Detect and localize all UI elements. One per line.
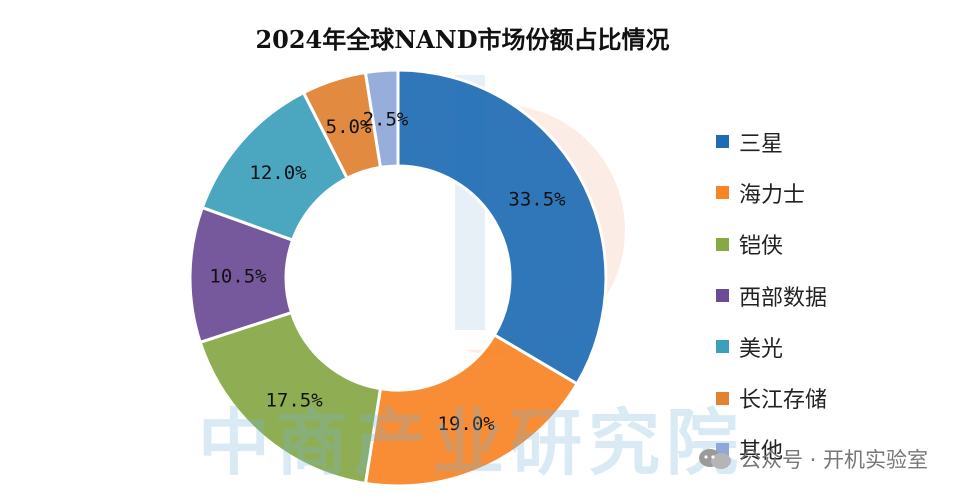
legend-label: 西部数据	[739, 285, 828, 311]
data-label-5: 12.0%	[249, 162, 307, 184]
legend-swatch	[716, 442, 729, 456]
legend-item-3: 铠侠	[716, 219, 827, 270]
legend-label: 海力士	[739, 182, 806, 208]
legend-label: 长江存储	[739, 388, 828, 414]
legend-item-2: 海力士	[716, 167, 827, 218]
footer-text: 公众号 · 开机实验室	[739, 448, 928, 472]
legend-label: 美光	[739, 336, 784, 362]
data-label-6: 5.0%	[326, 116, 372, 138]
legend-swatch	[716, 237, 729, 251]
legend-swatch	[716, 340, 729, 354]
legend-item-1: 三星	[716, 116, 827, 167]
legend-item-7: 其他	[716, 424, 827, 475]
data-label-2: 19.0%	[438, 413, 496, 435]
slice-1	[396, 68, 608, 386]
donut-slices	[188, 68, 608, 488]
legend-swatch	[716, 289, 729, 303]
legend-item-5: 美光	[716, 321, 827, 372]
data-label-7: 2.5%	[363, 108, 409, 130]
legend-label: 其他	[739, 439, 784, 465]
watermark-text: 中商产业研究院	[198, 401, 745, 485]
legend-item-6: 长江存储	[716, 372, 827, 423]
data-label-1: 33.5%	[508, 189, 566, 211]
legend-swatch	[716, 135, 729, 149]
data-label-3: 17.5%	[265, 390, 323, 412]
footer: 公众号 · 开机实验室	[698, 444, 928, 474]
slice-2	[363, 332, 580, 488]
donut-data-labels: 33.5% 19.0% 17.5% 10.5% 12.0% 5.0%2.5%	[209, 108, 566, 434]
legend-label: 三星	[739, 131, 784, 157]
data-label-4: 10.5%	[209, 265, 267, 287]
wechat-icon	[698, 449, 731, 469]
legend: 三星海力士铠侠西部数据美光长江存储其他	[716, 116, 827, 475]
legend-label: 铠侠	[739, 234, 784, 260]
chart-title: 2024年全球NAND市场份额占比情况	[255, 25, 670, 54]
legend-swatch	[716, 186, 729, 200]
legend-swatch	[716, 391, 729, 405]
slice-7	[363, 68, 400, 170]
slice-3	[198, 310, 383, 486]
legend-item-4: 西部数据	[716, 270, 827, 321]
